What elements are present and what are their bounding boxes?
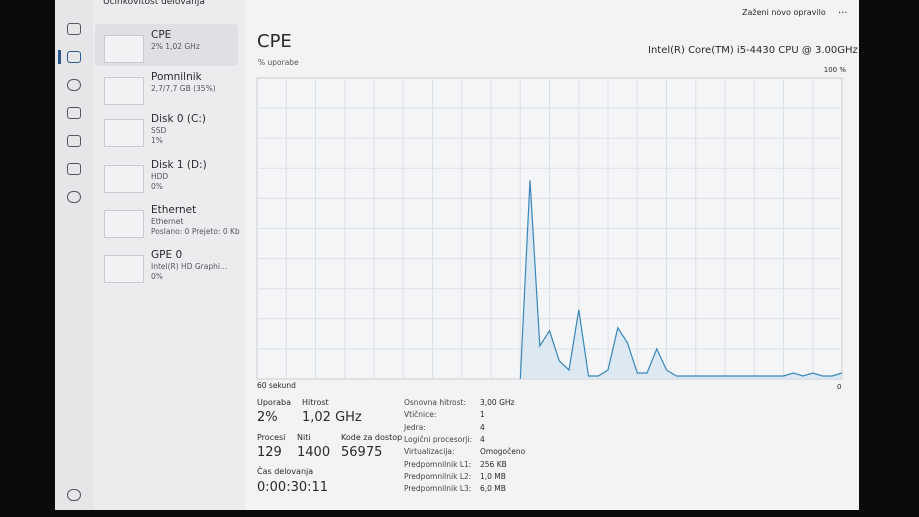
processor-name: Intel(R) Core(TM) i5-4430 CPU @ 3.00GHz — [648, 45, 858, 56]
detail-label: Predpomnilnik L2: — [404, 471, 472, 481]
stat-value: 0:00:30:11 — [257, 480, 329, 495]
item-name[interactable]: CPE — [151, 29, 172, 41]
stat-label: Kode za dostop — [341, 433, 403, 442]
stat-label: Niti — [297, 433, 311, 442]
stat-value: 1,02 GHz — [302, 410, 362, 425]
stat-label: Čas delovanja — [257, 467, 314, 476]
stat-value: 56975 — [341, 445, 383, 460]
task-manager: Učinkovitost delovanja Zaženi novo opravi… — [55, 0, 859, 510]
detail-label: Jedra: — [404, 422, 426, 432]
item-detail: 2% 1,02 GHz — [151, 42, 200, 51]
detail-value: 4 — [480, 434, 485, 444]
item-detail: 0% — [151, 182, 163, 191]
more-button[interactable]: ... — [838, 5, 848, 16]
stat-label: Procesi — [257, 433, 286, 442]
thumbnail — [104, 255, 144, 283]
item-detail: Poslano: 0 Prejeto: 0 Kb — [151, 227, 240, 236]
detail-value: 256 KB — [480, 459, 507, 469]
settings-icon[interactable] — [67, 489, 81, 501]
stat-label: Uporaba — [257, 398, 291, 407]
detail-value: 4 — [480, 422, 485, 432]
detail-label: Predpomnilnik L1: — [404, 459, 472, 469]
detail-value: 3,00 GHz — [480, 398, 515, 407]
new-task-button[interactable]: Zaženi novo opravilo — [742, 8, 826, 17]
thumbnail — [104, 210, 144, 238]
detail-label: Osnovna hitrost: — [404, 398, 466, 407]
thumbnail — [104, 77, 144, 105]
nav-rail — [55, 0, 93, 510]
stat-value: 2% — [257, 410, 278, 425]
selection-indicator — [58, 50, 61, 64]
icon[interactable] — [67, 163, 81, 175]
stat-value: 129 — [257, 445, 282, 460]
item-name[interactable]: Disk 1 (D:) — [151, 159, 207, 171]
x-span-label: 60 sekund — [257, 381, 296, 390]
thumbnail — [104, 165, 144, 193]
icon[interactable] — [67, 79, 81, 91]
icon[interactable] — [67, 191, 81, 203]
cpu-graph — [256, 77, 843, 380]
y-max-label: 100 % — [823, 66, 846, 74]
detail-value: 6,0 MB — [480, 484, 506, 494]
app-title: Učinkovitost delovanja — [103, 0, 205, 7]
detail-label: Predpomnilnik L3: — [404, 484, 472, 494]
usage-line — [519, 180, 843, 380]
y-min-label: 0 — [837, 383, 842, 391]
stat-label: Hitrost — [302, 398, 329, 407]
item-detail: 2,7/7,7 GB (35%) — [151, 84, 216, 93]
item-name[interactable]: Disk 0 (C:) — [151, 113, 206, 125]
thumbnail — [104, 35, 144, 63]
icon[interactable] — [67, 135, 81, 147]
detail-value: Omogočeno — [480, 447, 526, 457]
usage-area — [520, 180, 842, 379]
item-name[interactable]: GPE 0 — [151, 249, 183, 261]
detail-label: Vtičnice: — [404, 410, 437, 420]
detail-value: 1,0 MB — [480, 471, 506, 481]
panel-title: CPE — [257, 31, 292, 52]
detail-value: 1 — [480, 410, 485, 420]
icon[interactable] — [67, 51, 81, 63]
graph-caption: % uporabe — [258, 58, 299, 67]
detail-label: Logični procesorji: — [404, 434, 473, 444]
detail-label: Virtualizacija: — [404, 447, 455, 457]
icon[interactable] — [67, 23, 81, 35]
item-detail: SSD — [151, 126, 167, 135]
item-detail: 1% — [151, 136, 163, 145]
item-name[interactable]: Pomnilnik — [151, 71, 202, 83]
item-detail: HDD — [151, 172, 169, 181]
item-name[interactable]: Ethernet — [151, 204, 197, 216]
item-detail: 0% — [151, 272, 163, 281]
icon[interactable] — [67, 107, 81, 119]
thumbnail — [104, 119, 144, 147]
item-detail: Ethernet — [151, 217, 184, 226]
stat-value: 1400 — [297, 445, 331, 460]
item-detail: Intel(R) HD Graphi... — [151, 262, 228, 271]
